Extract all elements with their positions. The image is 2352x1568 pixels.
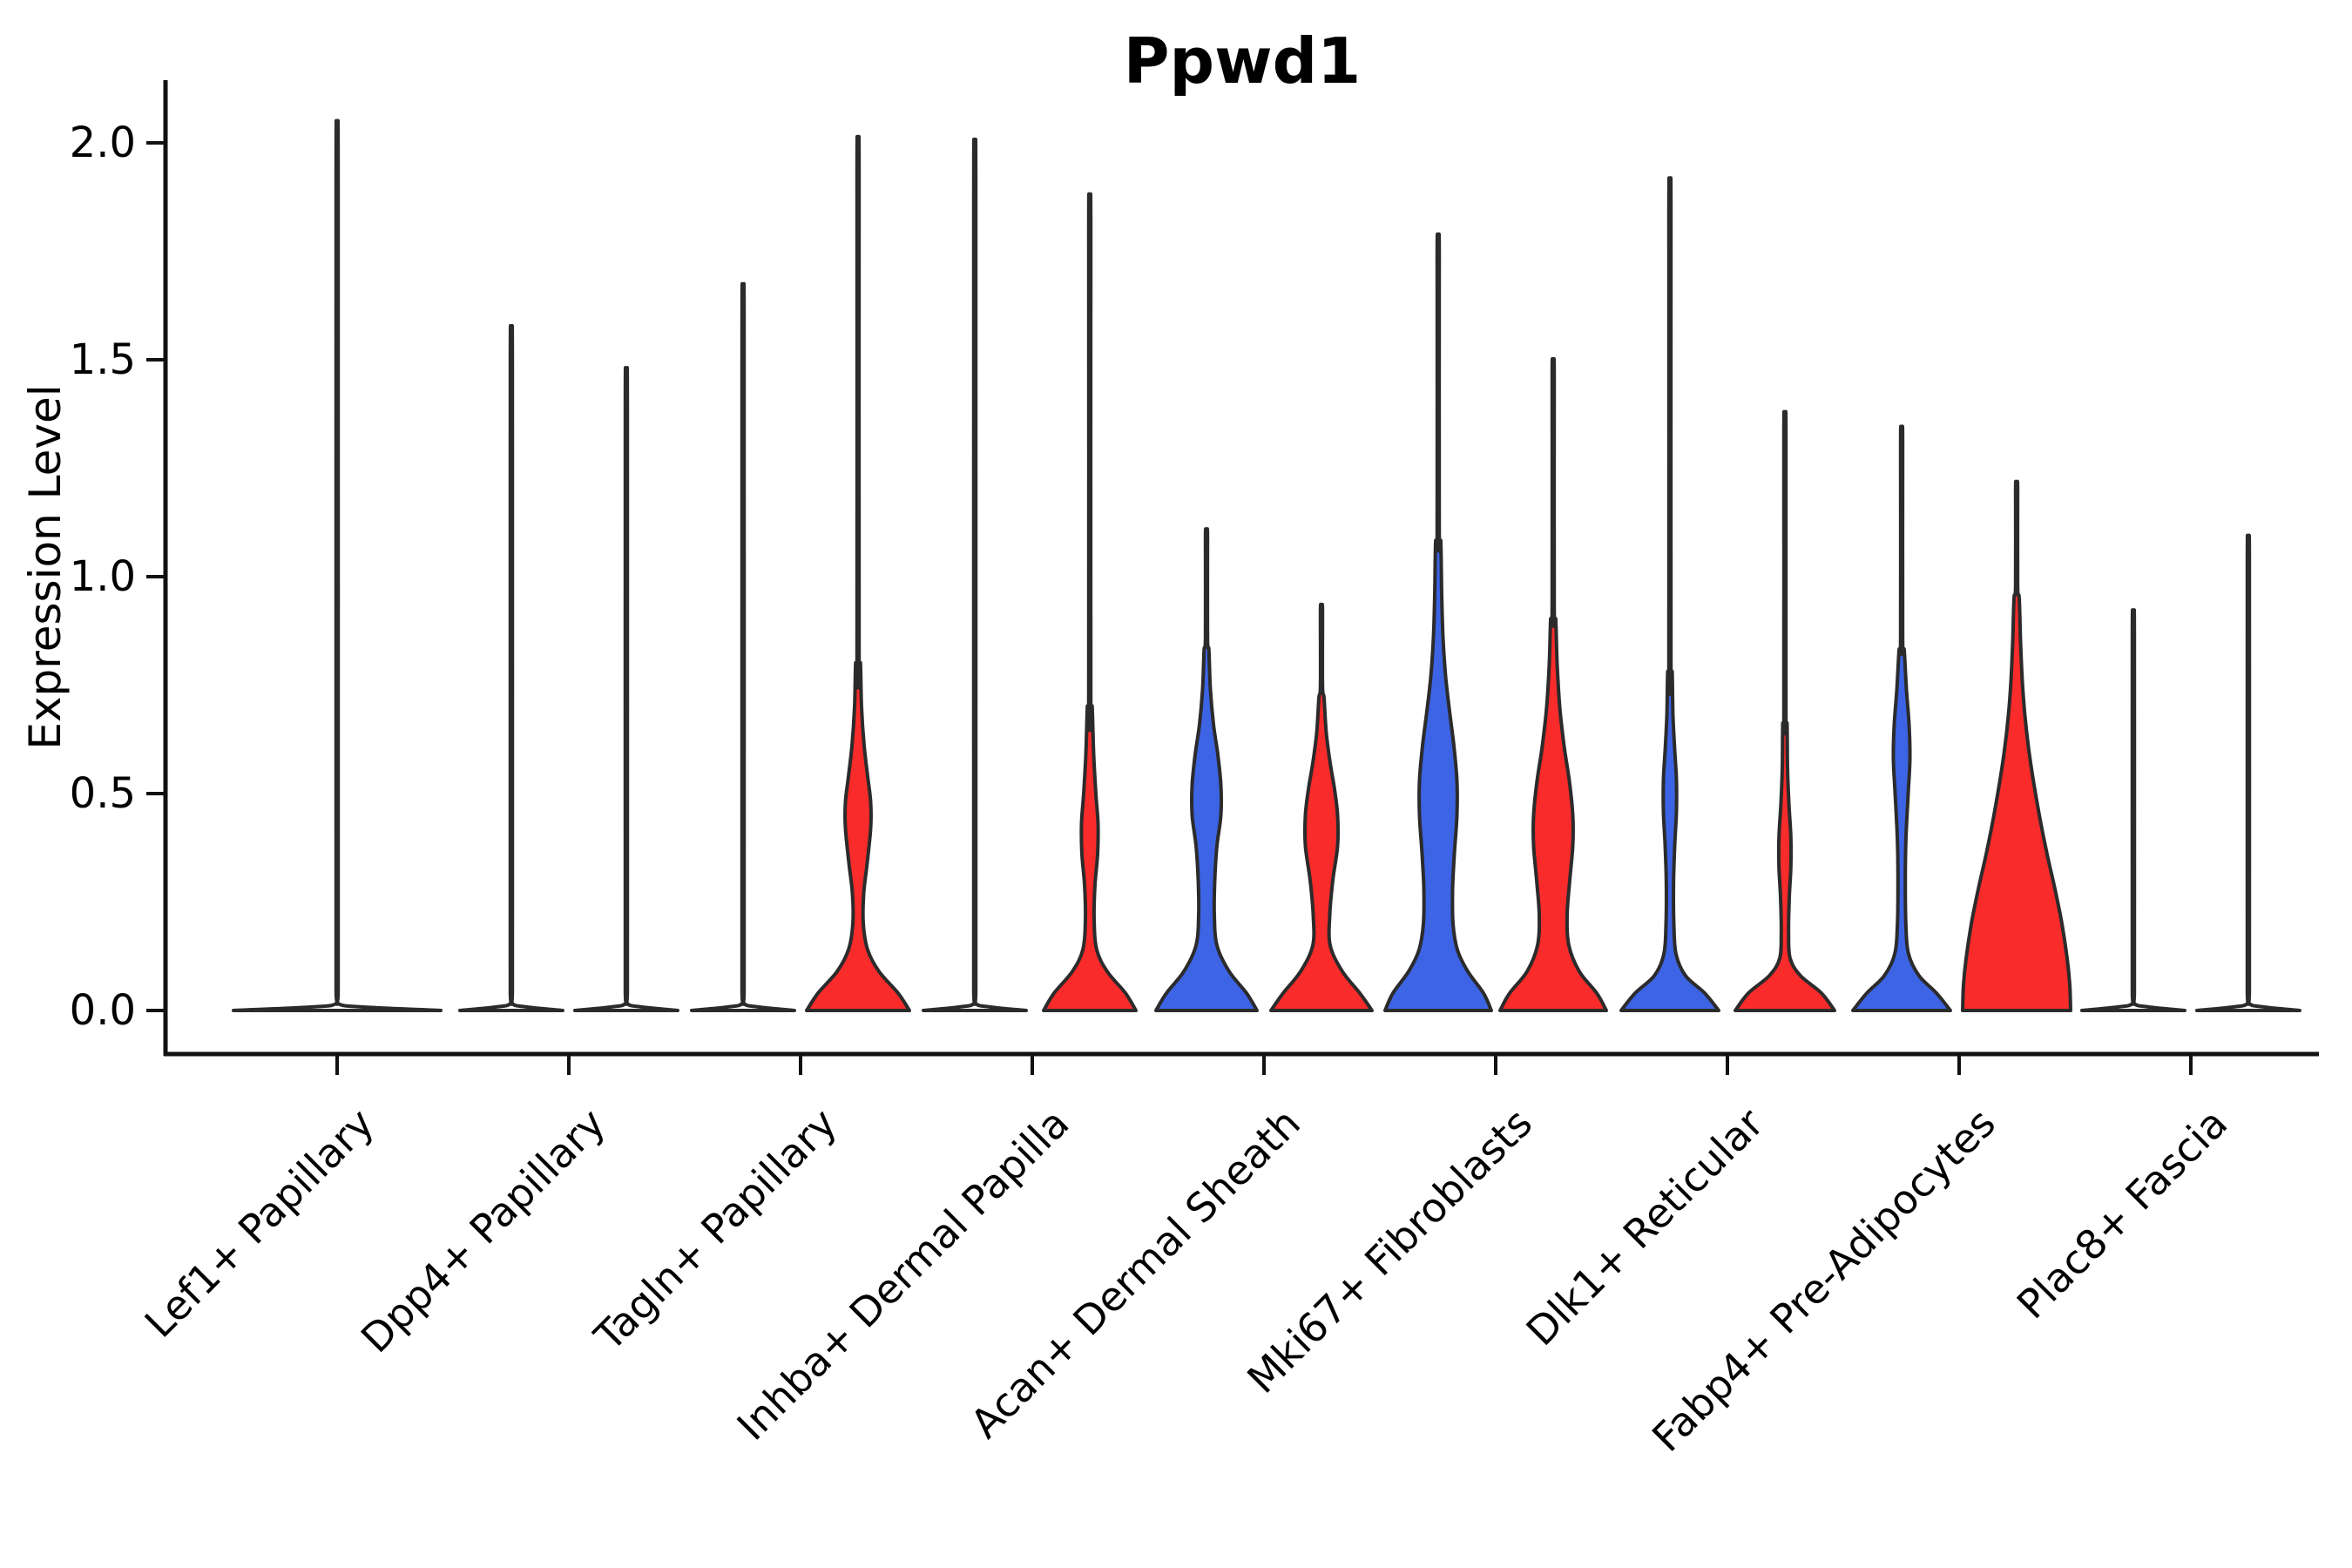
violin-acan-dermal-sheath-left	[1154, 527, 1259, 1012]
violin-inhba-dermal-papilla-right	[1042, 192, 1138, 1012]
violin-lef1-papillary-center	[232, 118, 443, 1012]
violin-mki67-fibroblasts-right	[1498, 357, 1608, 1012]
violin-inhba-dermal-papilla-left	[922, 137, 1028, 1012]
violin-dpp4-papillary-left	[458, 324, 564, 1012]
violin-plac8-fascia-right	[2195, 533, 2301, 1012]
violin-tagln-papillary-left	[690, 282, 796, 1012]
violin-plac8-fascia-left	[2080, 608, 2186, 1012]
violin-dlk1-reticular-left	[1619, 176, 1720, 1012]
y-tick-label: 2.0	[70, 118, 136, 167]
violin-dpp4-papillary-right	[573, 366, 679, 1012]
y-tick-label: 1.0	[70, 552, 136, 601]
violin-dlk1-reticular-right	[1734, 409, 1836, 1012]
violin-mki67-fibroblasts-left	[1383, 232, 1493, 1012]
chart-title: Ppwd1	[1123, 24, 1362, 98]
y-tick-label: 0.5	[70, 769, 136, 818]
violin-acan-dermal-sheath-right	[1269, 602, 1374, 1012]
violin-tagln-papillary-right	[805, 134, 911, 1012]
y-tick-label: 1.5	[70, 335, 136, 384]
violin-fabp4-pre-adipocytes-left	[1851, 424, 1952, 1012]
y-tick-label: 0.0	[70, 986, 136, 1035]
violin-fabp4-pre-adipocytes-right	[1961, 479, 2072, 1012]
